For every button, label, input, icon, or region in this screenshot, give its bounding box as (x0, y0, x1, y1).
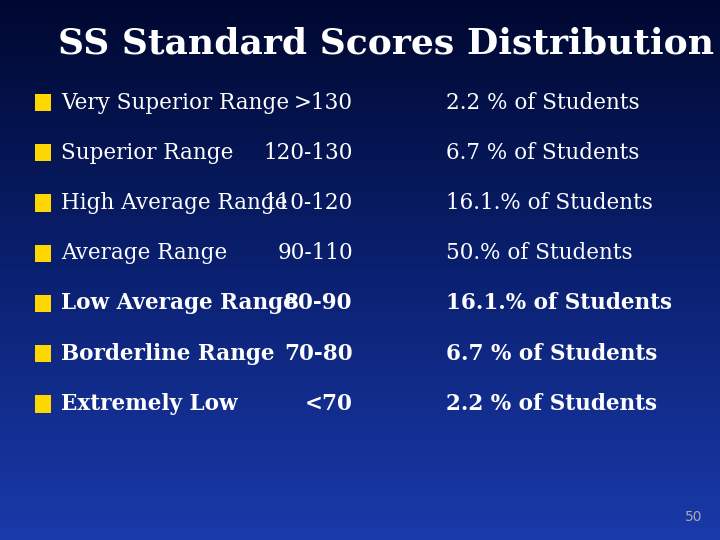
Text: 80-90: 80-90 (284, 293, 353, 314)
Text: 110-120: 110-120 (264, 192, 353, 214)
Text: 16.1.% of Students: 16.1.% of Students (446, 192, 653, 214)
Text: 50: 50 (685, 510, 702, 524)
Text: High Average Range: High Average Range (61, 192, 288, 214)
Bar (35, 395, 51, 413)
Text: Very Superior Range: Very Superior Range (61, 92, 289, 113)
Text: 16.1.% of Students: 16.1.% of Students (446, 293, 672, 314)
Text: SS Standard Scores Distribution: SS Standard Scores Distribution (58, 26, 714, 60)
Text: 70-80: 70-80 (284, 343, 353, 364)
Text: 2.2 % of Students: 2.2 % of Students (446, 393, 657, 415)
Bar (35, 144, 51, 161)
Bar (35, 94, 51, 111)
Text: 2.2 % of Students: 2.2 % of Students (446, 92, 640, 113)
Text: Superior Range: Superior Range (61, 142, 233, 164)
Text: 6.7 % of Students: 6.7 % of Students (446, 142, 640, 164)
Text: 6.7 % of Students: 6.7 % of Students (446, 343, 657, 364)
Text: >130: >130 (294, 92, 353, 113)
Bar (35, 345, 51, 362)
Text: Extremely Low: Extremely Low (61, 393, 238, 415)
Text: Average Range: Average Range (61, 242, 228, 264)
Text: 120-130: 120-130 (264, 142, 353, 164)
Text: 50.% of Students: 50.% of Students (446, 242, 633, 264)
Text: Low Average Range: Low Average Range (61, 293, 297, 314)
Bar (35, 245, 51, 262)
Bar (35, 295, 51, 312)
Text: 90-110: 90-110 (277, 242, 353, 264)
Bar (35, 194, 51, 212)
Text: <70: <70 (305, 393, 353, 415)
Text: Borderline Range: Borderline Range (61, 343, 275, 364)
